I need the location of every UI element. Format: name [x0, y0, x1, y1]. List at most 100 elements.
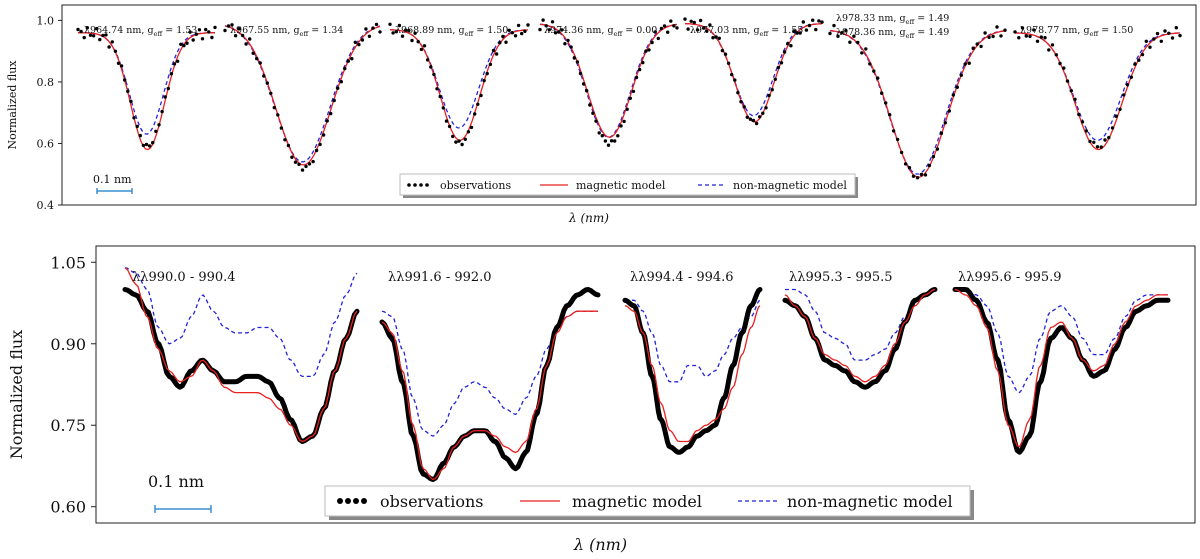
- observation-point: [336, 86, 340, 90]
- observation-point: [329, 111, 333, 116]
- observation-point: [634, 75, 639, 80]
- nonmag-model-line: [389, 29, 529, 129]
- observation-point: [606, 143, 611, 147]
- observation-point: [817, 19, 821, 23]
- observation-point: [792, 29, 796, 33]
- observation-point: [600, 134, 604, 138]
- observation-point: [541, 18, 545, 22]
- observation-point: [723, 52, 728, 56]
- observation-point: [265, 81, 269, 85]
- observation-point: [451, 134, 455, 139]
- y-axis-label: Normalized flux: [6, 60, 19, 150]
- observation-point: [578, 71, 583, 76]
- legend-obs-marker: [413, 183, 417, 187]
- observation-point: [1024, 34, 1029, 38]
- observation-point: [147, 144, 152, 148]
- legend-box: [324, 485, 971, 517]
- observation-point: [444, 119, 449, 123]
- observation-point: [779, 61, 784, 65]
- observation-point: [895, 137, 900, 142]
- nonmag-model-line: [955, 288, 1168, 394]
- line-label: λ977.03 nm, geff = 1.55: [690, 25, 803, 38]
- observation-point: [711, 36, 715, 40]
- observation-point: [585, 89, 589, 93]
- observation-point: [820, 20, 824, 24]
- observation-point: [88, 33, 93, 37]
- observation-point: [868, 62, 872, 66]
- observation-point: [172, 62, 177, 66]
- observation-point: [204, 27, 208, 32]
- observation-point: [1152, 37, 1156, 41]
- observation-point: [1122, 93, 1126, 97]
- observation-point: [132, 116, 136, 120]
- observation-point: [276, 113, 280, 117]
- observation-point: [653, 30, 657, 34]
- observation-point: [836, 34, 840, 38]
- observation-point: [1103, 138, 1107, 142]
- observation-point: [742, 105, 746, 109]
- observation-line: [782, 287, 938, 390]
- observation-point: [686, 27, 690, 31]
- observation-point: [979, 44, 983, 49]
- observation-point: [1077, 112, 1081, 117]
- top-plot-frame: [61, 4, 1197, 206]
- observation-point: [683, 17, 687, 21]
- observation-point: [488, 62, 493, 67]
- observation-point: [844, 28, 848, 33]
- observation-point: [391, 31, 395, 35]
- observation-point: [314, 148, 319, 153]
- observation-point: [169, 72, 174, 76]
- observation-point: [191, 38, 195, 42]
- observation-point: [776, 65, 781, 70]
- observation-point: [566, 38, 570, 43]
- observation-point: [888, 113, 892, 117]
- observation-point: [628, 96, 632, 101]
- observation-point: [923, 173, 928, 177]
- observation-point: [269, 91, 273, 96]
- observation-point: [482, 78, 486, 83]
- observation-point: [144, 142, 149, 147]
- observation-point: [197, 28, 202, 32]
- observation-point: [782, 50, 787, 54]
- observation-point: [644, 49, 648, 53]
- observation-point: [751, 118, 756, 123]
- observation-point: [520, 31, 524, 36]
- bottom-panel: 0.60 0.75 0.90 1.05 Normalized flux λ (nm) λλ9…: [7, 245, 1196, 554]
- observation-point: [786, 41, 790, 46]
- observation-point: [501, 34, 505, 39]
- bottom-plot-frame: [95, 245, 1196, 524]
- observation-point: [1028, 34, 1032, 39]
- observation-point: [188, 30, 192, 34]
- observation-point: [856, 40, 860, 45]
- scale-bar-label: 0.1 nm: [148, 472, 204, 491]
- observation-point: [1137, 58, 1141, 62]
- observation-point: [591, 111, 595, 115]
- nonmag-model-line: [625, 299, 761, 383]
- line-label: λ978.33 nm, geff = 1.49: [836, 13, 949, 26]
- observation-point: [1163, 29, 1167, 33]
- observation-point: [609, 139, 614, 143]
- line-label: λ978.77 nm, geff = 1.50: [1020, 25, 1133, 38]
- nonmag-model-line: [684, 22, 823, 117]
- observation-point: [951, 93, 955, 97]
- observation-point: [807, 23, 812, 28]
- observation-point: [473, 112, 477, 116]
- observation-point: [441, 106, 445, 110]
- observation-point: [616, 134, 620, 138]
- legend-obs-marker: [361, 498, 367, 504]
- observation-point: [726, 61, 731, 65]
- line-label: λ967.55 nm, geff = 1.34: [230, 25, 343, 38]
- mag-model-line: [829, 29, 1006, 178]
- observation-point: [416, 40, 420, 44]
- observation-point: [353, 40, 357, 44]
- observation-point: [733, 78, 737, 82]
- observation-point: [1069, 89, 1074, 93]
- observation-point: [804, 28, 809, 32]
- observation-point: [538, 27, 542, 32]
- observation-point: [767, 93, 771, 98]
- observation-point: [230, 23, 234, 27]
- observation-point: [272, 105, 276, 110]
- observation-point: [113, 49, 118, 53]
- observation-point: [151, 141, 155, 145]
- observation-point: [872, 69, 876, 73]
